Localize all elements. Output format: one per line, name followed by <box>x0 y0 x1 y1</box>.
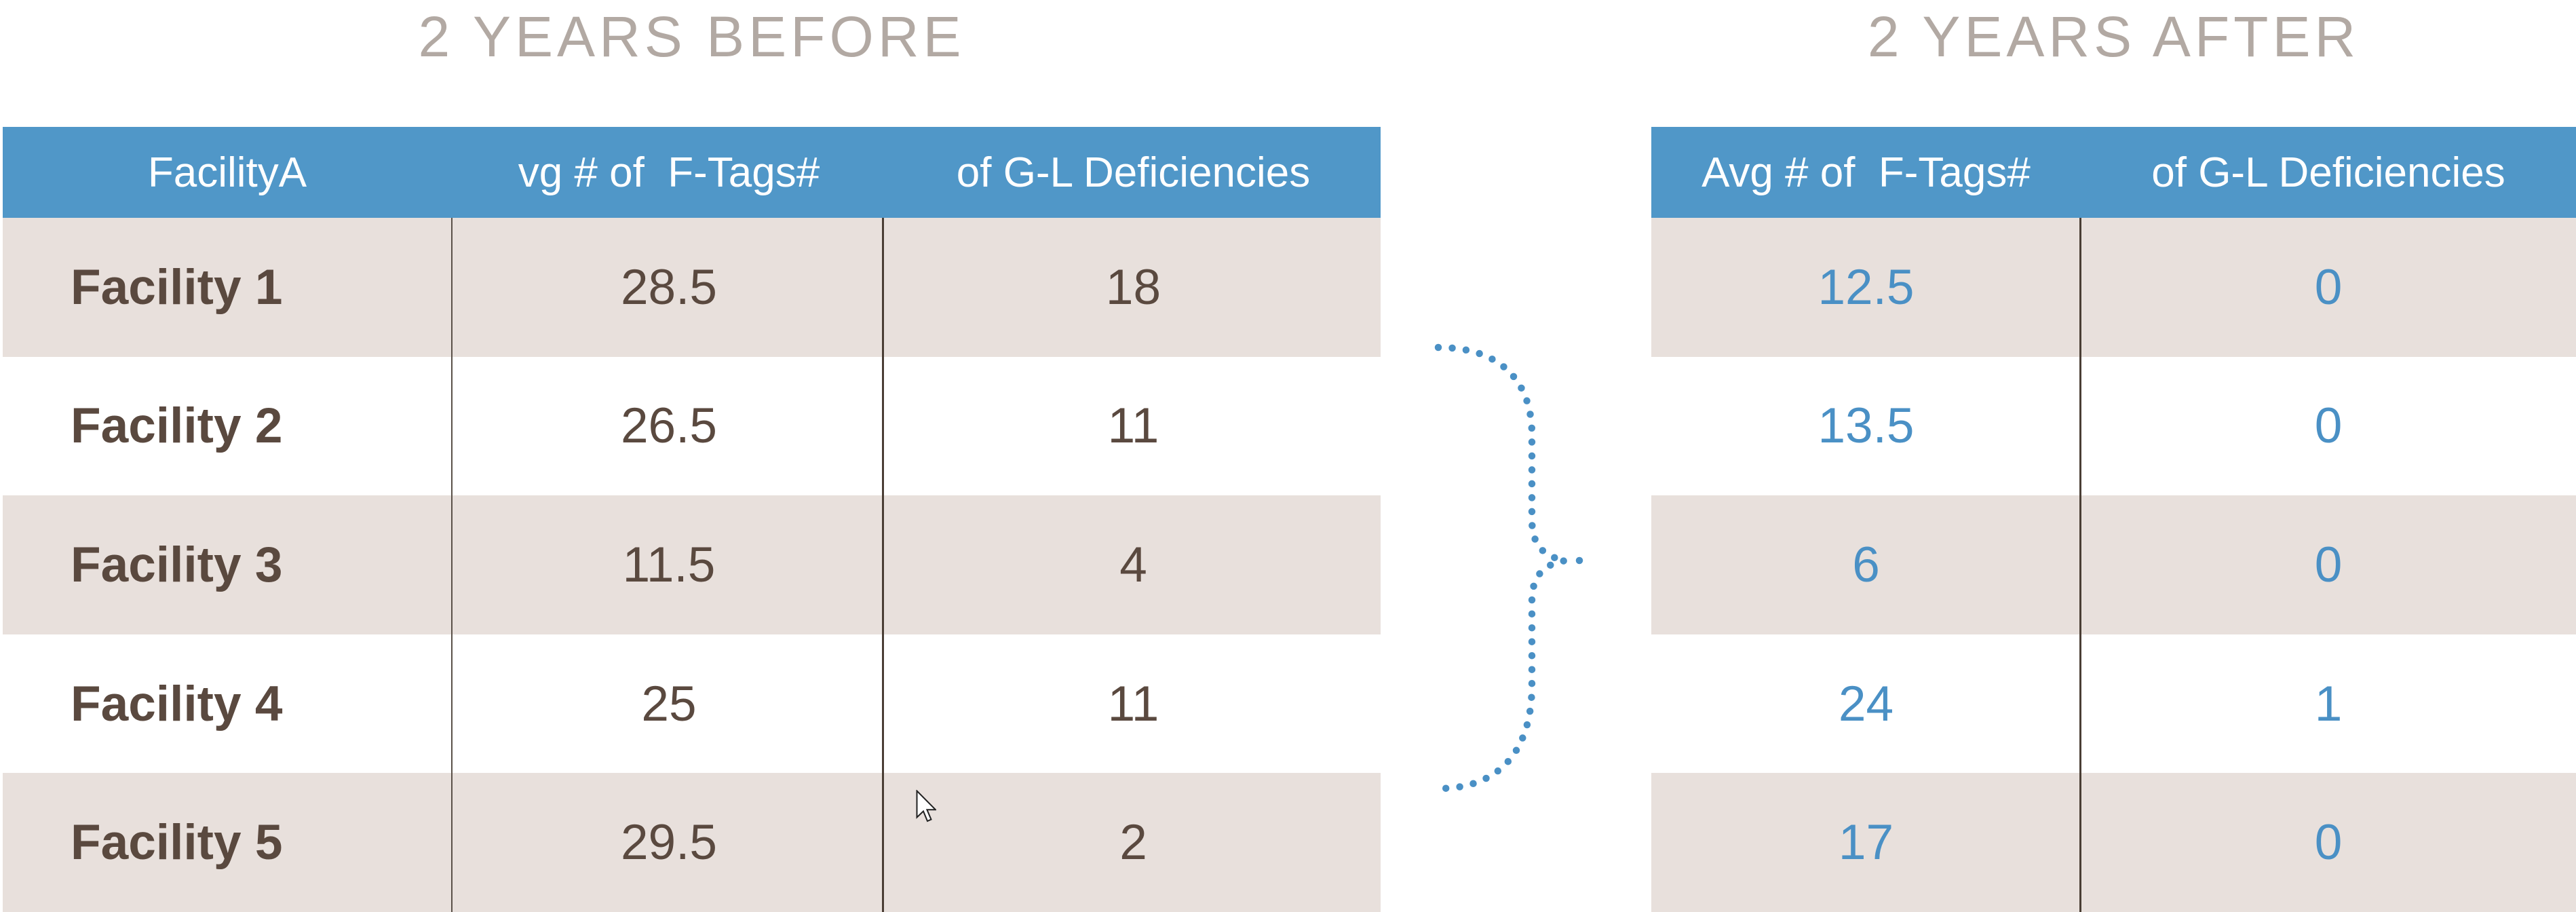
before-table-header: FacilityA vg # of F-Tags# of G-L Deficie… <box>3 127 1381 218</box>
ftags-value: 26.5 <box>620 398 718 454</box>
after-table-header: Avg # of F-Tags# of G-L Deficiencies <box>1651 127 2576 218</box>
table-row: Facility 3 11.5 4 <box>3 495 1381 634</box>
before-table: FacilityA vg # of F-Tags# of G-L Deficie… <box>3 127 1381 912</box>
table-row: 6 0 <box>1651 495 2576 634</box>
gl-value: 0 <box>2314 537 2343 592</box>
ftags-value: 6 <box>1852 537 1880 592</box>
ftags-value: 13.5 <box>1818 398 1915 454</box>
table-row: 12.5 0 <box>1651 218 2576 357</box>
title-before: 2 YEARS BEFORE <box>418 5 965 69</box>
ftags-value: 17 <box>1838 815 1894 871</box>
facility-label: Facility 3 <box>71 537 283 592</box>
before-header-gl: of G-L Deficiencies <box>956 149 1311 196</box>
table-row: 13.5 0 <box>1651 356 2576 496</box>
ftags-value: 24 <box>1838 676 1894 732</box>
ftags-value: 28.5 <box>620 259 718 315</box>
facility-label: Facility 2 <box>71 398 283 454</box>
gl-value: 2 <box>1119 815 1147 871</box>
dotted-curly-brace-icon <box>1434 343 1597 793</box>
table-row: Facility 2 26.5 11 <box>3 356 1381 496</box>
gl-value: 11 <box>1107 398 1159 454</box>
table-row: Facility 1 28.5 18 <box>3 218 1381 357</box>
facility-label: Facility 1 <box>71 259 283 315</box>
gl-value: 0 <box>2314 398 2343 454</box>
column-divider <box>451 218 453 912</box>
table-row: 24 1 <box>1651 634 2576 774</box>
facility-label: Facility 5 <box>71 815 283 871</box>
table-row: Facility 5 29.5 2 <box>3 773 1381 912</box>
ftags-value: 11.5 <box>622 537 716 592</box>
ftags-value: 12.5 <box>1818 259 1915 315</box>
title-after: 2 YEARS AFTER <box>1867 5 2360 69</box>
table-row: 17 0 <box>1651 773 2576 912</box>
mouse-cursor-icon <box>916 790 936 822</box>
before-header-ftags: vg # of F-Tags# <box>518 149 820 196</box>
gl-value: 0 <box>2314 259 2343 315</box>
gl-value: 0 <box>2314 815 2343 871</box>
after-header-gl: of G-L Deficiencies <box>2151 149 2505 196</box>
gl-value: 1 <box>2314 676 2343 732</box>
column-divider <box>882 218 884 912</box>
gl-value: 18 <box>1105 259 1161 315</box>
column-divider <box>2079 218 2081 912</box>
ftags-value: 29.5 <box>620 815 718 871</box>
before-header-facility: FacilityA <box>147 149 307 196</box>
gl-value: 11 <box>1107 676 1159 732</box>
after-table: Avg # of F-Tags# of G-L Deficiencies 12.… <box>1651 127 2576 912</box>
ftags-value: 25 <box>641 676 697 732</box>
after-header-ftags: Avg # of F-Tags# <box>1702 149 2031 196</box>
facility-label: Facility 4 <box>71 676 283 732</box>
table-row: Facility 4 25 11 <box>3 634 1381 774</box>
gl-value: 4 <box>1119 537 1147 592</box>
